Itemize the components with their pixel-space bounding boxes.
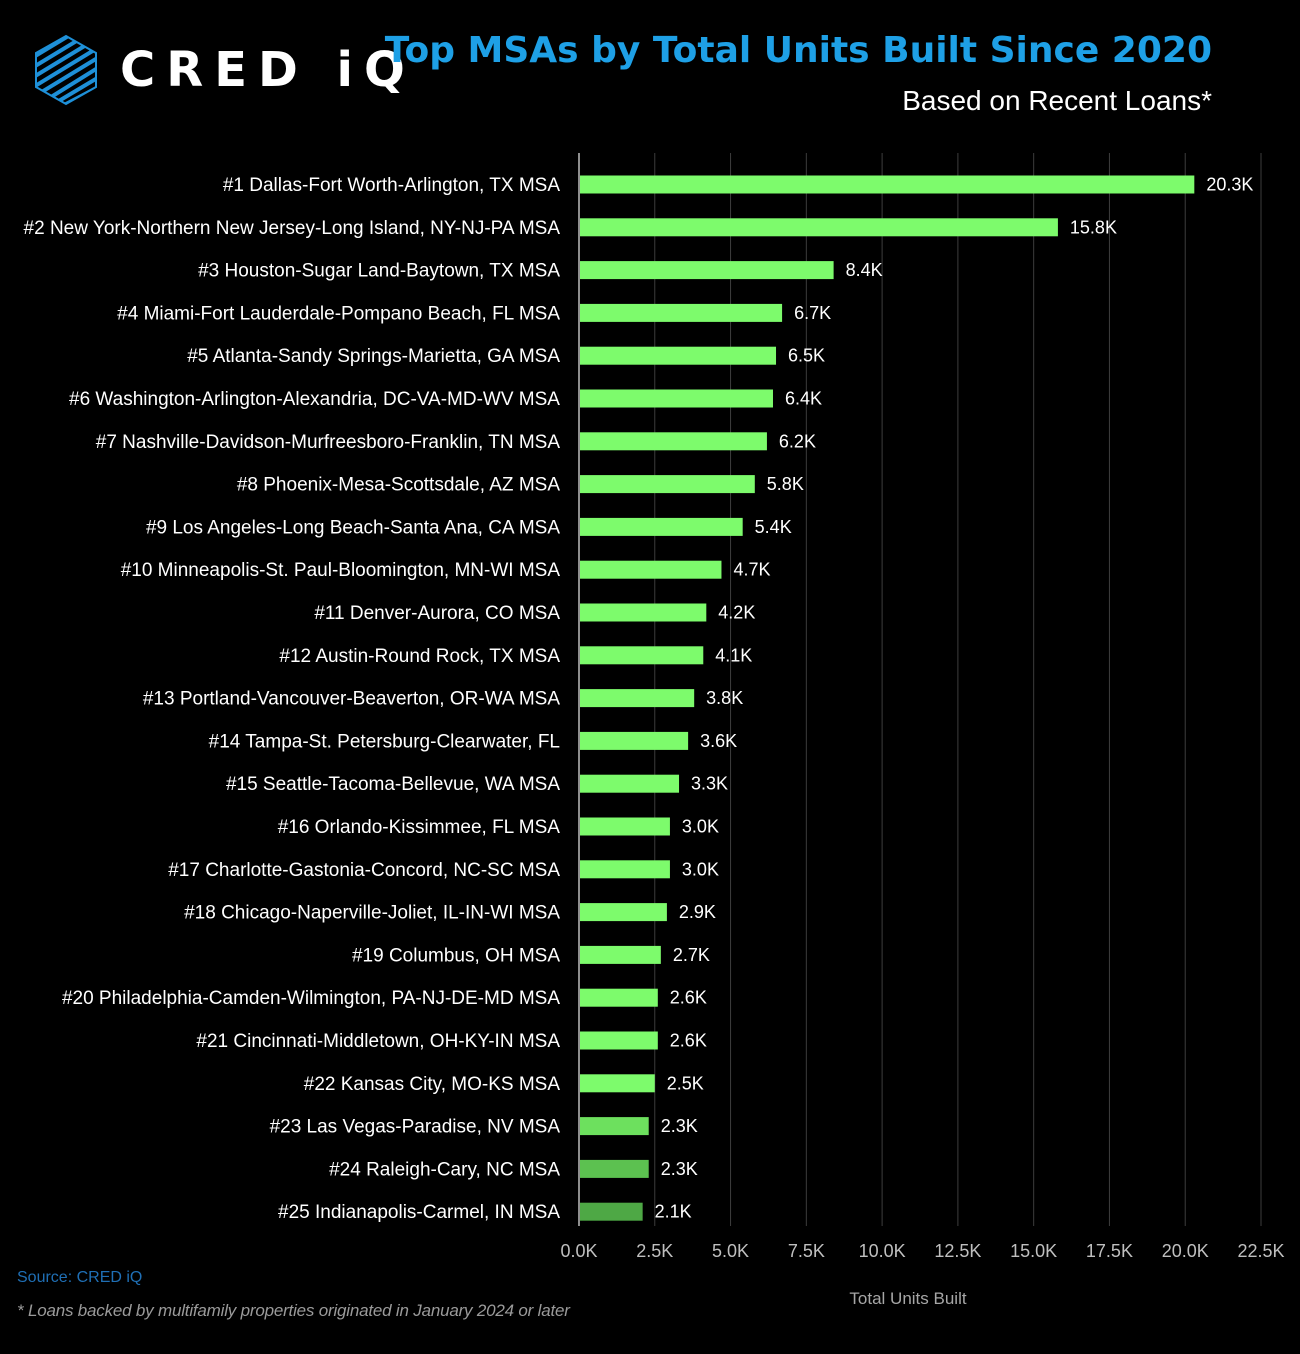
data-label: 6.7K [794,303,831,323]
category-label: #17 Charlotte-Gastonia-Concord, NC-SC MS… [168,860,560,881]
x-tick-label: 12.5K [934,1241,981,1261]
hexagon-stripes-icon [35,34,97,106]
data-label: 3.6K [700,731,737,751]
data-label: 6.5K [788,346,825,366]
data-label: 2.3K [661,1116,698,1136]
data-label: 6.2K [779,431,816,451]
bar [580,346,777,365]
category-label: #7 Nashville-Davidson-Murfreesboro-Frank… [96,432,561,453]
category-label: #8 Phoenix-Mesa-Scottsdale, AZ MSA [237,475,560,496]
category-label: #15 Seattle-Tacoma-Bellevue, WA MSA [226,774,560,795]
x-axis-title: Total Units Built [849,1289,966,1308]
category-label: #13 Portland-Vancouver-Beaverton, OR-WA … [143,689,560,710]
category-label: #20 Philadelphia-Camden-Wilmington, PA-N… [62,988,560,1009]
data-label: 2.9K [679,902,716,922]
x-tick-label: 17.5K [1086,1241,1133,1261]
data-label: 3.8K [706,688,743,708]
category-label: #19 Columbus, OH MSA [352,945,560,966]
data-label: 5.8K [767,474,804,494]
data-label: 3.0K [682,817,719,837]
x-tick-label: 10.0K [859,1241,906,1261]
category-label: #2 New York-Northern New Jersey-Long Isl… [24,218,561,239]
data-label: 2.6K [670,1031,707,1051]
category-label: #9 Los Angeles-Long Beach-Santa Ana, CA … [146,517,560,538]
bar [580,774,680,793]
data-label: 2.3K [661,1159,698,1179]
data-label: 5.4K [755,517,792,537]
data-label: 15.8K [1070,217,1117,237]
category-label: #22 Kansas City, MO-KS MSA [304,1074,561,1095]
category-label: #23 Las Vegas-Paradise, NV MSA [270,1117,561,1138]
category-label: #1 Dallas-Fort Worth-Arlington, TX MSA [223,175,561,196]
bar [580,389,773,408]
data-label: 20.3K [1206,175,1253,195]
data-label: 4.1K [715,645,752,665]
bar [580,560,722,579]
bar [580,603,707,622]
bar [580,860,670,879]
bar [580,261,834,280]
bar [580,1159,649,1178]
data-label: 2.7K [673,945,710,965]
bar [580,175,1195,194]
x-tick-label: 0.0K [560,1241,597,1261]
category-label: #24 Raleigh-Cary, NC MSA [329,1159,560,1180]
x-tick-label: 2.5K [636,1241,673,1261]
footnote: * Loans backed by multifamily properties… [17,1301,570,1320]
data-label: 2.1K [655,1202,692,1222]
chart-subtitle: Based on Recent Loans* [902,85,1212,116]
bar [580,432,767,451]
category-label: #25 Indianapolis-Carmel, IN MSA [278,1202,560,1223]
category-label: #16 Orlando-Kissimmee, FL MSA [278,817,561,838]
category-label: #6 Washington-Arlington-Alexandria, DC-V… [69,389,560,410]
data-label: 4.7K [733,560,770,580]
bar [580,903,667,922]
data-label: 4.2K [718,603,755,623]
category-label: #11 Denver-Aurora, CO MSA [314,603,560,624]
category-label: #12 Austin-Round Rock, TX MSA [279,646,560,667]
bar [580,731,689,750]
bar [580,517,743,536]
category-label: #18 Chicago-Naperville-Joliet, IL-IN-WI … [184,903,560,924]
x-tick-label: 22.5K [1237,1241,1284,1261]
x-tick-label: 20.0K [1162,1241,1209,1261]
chart-title: Top MSAs by Total Units Built Since 2020 [384,30,1212,71]
bar [580,1117,649,1136]
brand-name: CRED iQ [120,42,416,98]
bar [580,945,661,964]
data-label: 3.0K [682,859,719,879]
bar [580,303,783,322]
bar [580,218,1058,237]
bar [580,988,658,1007]
x-tick-label: 5.0K [712,1241,749,1261]
data-label: 8.4K [846,260,883,280]
bar [580,1202,643,1221]
category-label: #3 Houston-Sugar Land-Baytown, TX MSA [198,261,560,282]
brand: CRED iQ [32,34,416,106]
x-tick-label: 7.5K [788,1241,825,1261]
category-label: #21 Cincinnati-Middletown, OH-KY-IN MSA [196,1031,560,1052]
category-label: #5 Atlanta-Sandy Springs-Marietta, GA MS… [187,346,560,367]
data-label: 3.3K [691,774,728,794]
bar [580,646,704,665]
category-label: #10 Minneapolis-St. Paul-Bloomington, MN… [121,560,561,581]
x-tick-label: 15.0K [1010,1241,1057,1261]
category-label: #4 Miami-Fort Lauderdale-Pompano Beach, … [117,303,560,324]
data-label: 2.6K [670,988,707,1008]
bar [580,1074,655,1093]
source-note: Source: CRED iQ [17,1269,143,1286]
bar [580,817,670,836]
bar [580,475,755,494]
data-label: 2.5K [667,1073,704,1093]
data-label: 6.4K [785,389,822,409]
bar [580,689,695,708]
bar [580,1031,658,1050]
category-label: #14 Tampa-St. Petersburg-Clearwater, FL [209,731,560,752]
